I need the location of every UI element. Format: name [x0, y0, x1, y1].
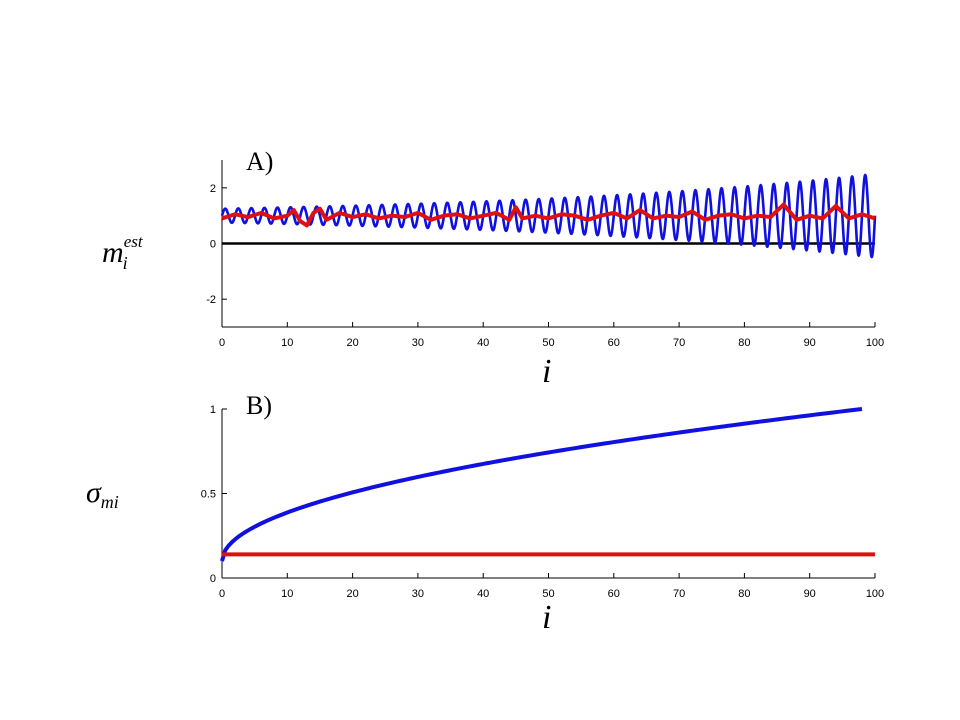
panel-a-x-tick-label: 90	[804, 337, 816, 349]
panel-a-y-tick-label: 2	[210, 183, 216, 195]
panel-a-x-tick-label: 10	[281, 337, 293, 349]
panel-b-series-0	[220, 407, 863, 562]
panel-b-label: B)	[246, 391, 272, 420]
panel-b-x-tick-label: 10	[281, 588, 293, 600]
panel-b-x-tick-label: 60	[608, 588, 620, 600]
panel-b: B) σmi i 0 10 20 30 40 50 60 70 80 90 100 0 0.5 1	[86, 391, 884, 636]
panel-a-series-0	[220, 173, 877, 259]
panel-a-ylabel-sub: i	[123, 253, 128, 273]
panel-a-x-tick-label: 50	[542, 337, 554, 349]
panel-a-x-tick-label: 40	[477, 337, 489, 349]
panel-b-x-tick-label: 80	[738, 588, 750, 600]
panel-a-label: A)	[246, 147, 273, 176]
panel-b-ylabel-base: σ	[86, 476, 102, 509]
panel-a-y-tick-label: 0	[210, 239, 216, 251]
panel-a: A) miest i 0 10 20 30 40 50 60 70 80 90 100-202	[102, 147, 884, 390]
panel-a-x-tick-label: 20	[346, 337, 358, 349]
panel-a-ylabel-sup: est	[124, 232, 144, 251]
panel-b-y-tick-label: 1	[210, 404, 216, 416]
panel-a-x-tick-label: 0	[219, 337, 225, 349]
panel-b-y-tick-label: 0.5	[201, 489, 216, 501]
panel-b-x-tick-label: 30	[412, 588, 424, 600]
panel-a-x-tick-label: 30	[412, 337, 424, 349]
panel-b-y-axis-label: σmi	[86, 476, 119, 512]
panel-b-x-tick-label: 90	[804, 588, 816, 600]
panel-b-x-tick-label: 100	[866, 588, 884, 600]
panel-a-x-tick-label: 80	[738, 337, 750, 349]
panel-b-x-tick-label: 40	[477, 588, 489, 600]
panel-a-x-axis-label: i	[542, 353, 551, 390]
panel-a-y-tick-label: -2	[206, 294, 216, 306]
panel-a-y-axis-label: mi est	[102, 232, 144, 273]
panel-b-x-tick-label: 0	[219, 588, 225, 600]
panel-a-ylabel-base: m	[102, 236, 124, 269]
panel-a-x-tick-label: 60	[608, 337, 620, 349]
panel-b-x-tick-label: 20	[346, 588, 358, 600]
panel-a-x-tick-label: 70	[673, 337, 685, 349]
panel-a-series-1	[221, 202, 876, 228]
panel-b-y-tick-label: 0	[210, 573, 216, 585]
panel-b-x-tick-label: 50	[542, 588, 554, 600]
panel-b-x-axis-label: i	[542, 599, 551, 636]
panel-a-x-tick-label: 100	[866, 337, 884, 349]
panel-b-x-tick-label: 70	[673, 588, 685, 600]
panel-b-ylabel-sub: mi	[101, 492, 119, 512]
